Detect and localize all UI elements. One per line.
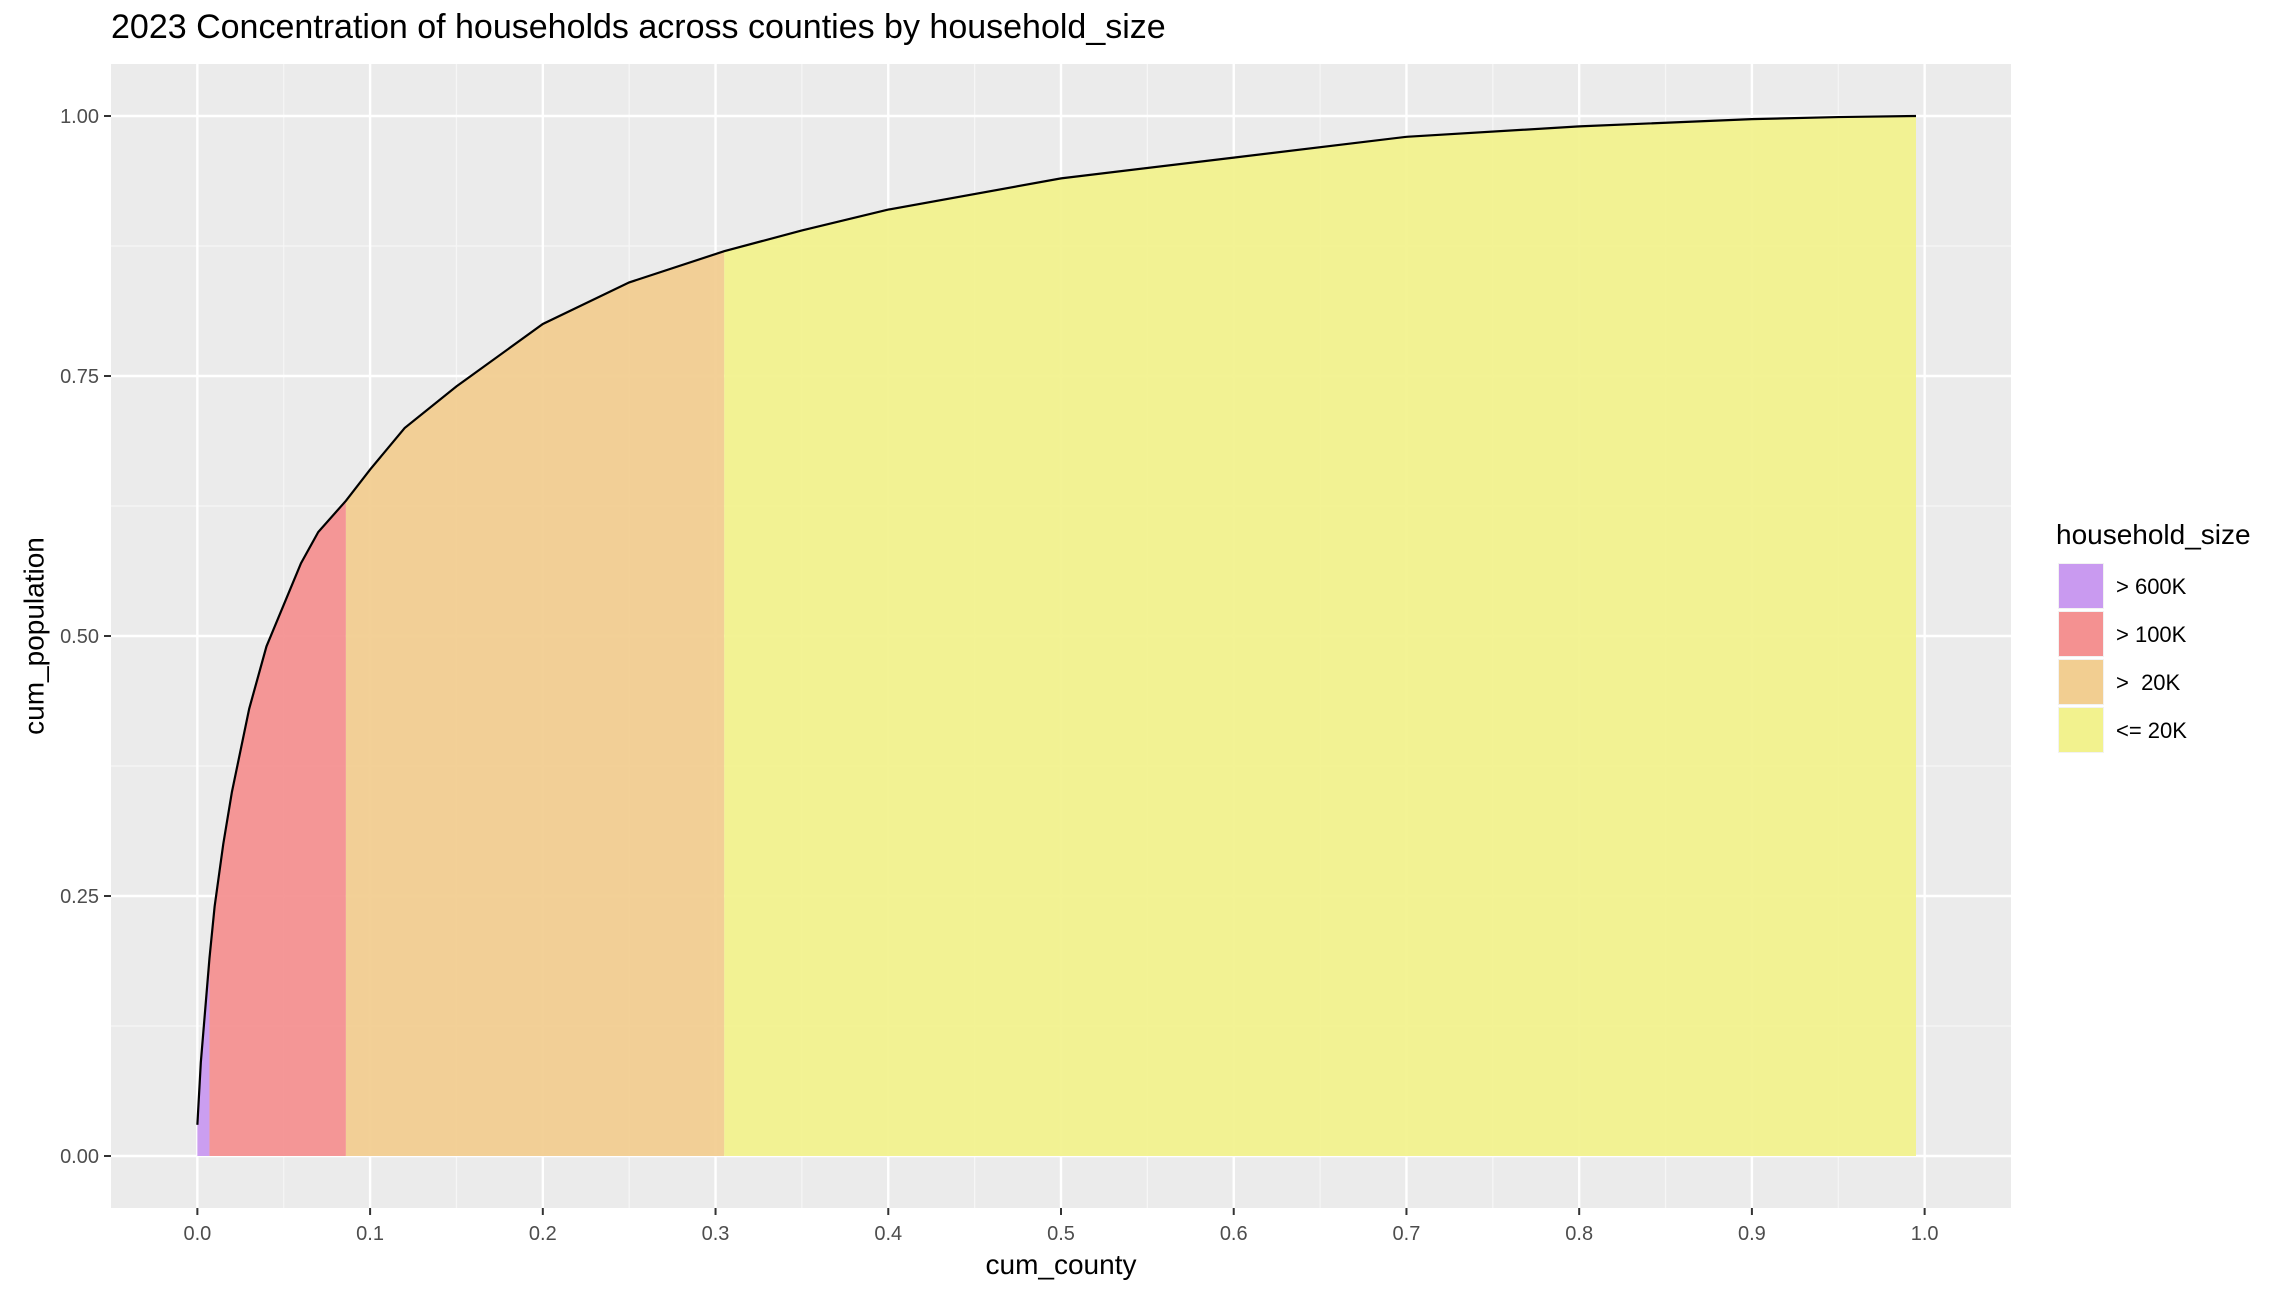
y-tick-label: 1.00	[60, 106, 99, 128]
legend-items: > 600K > 100K > 20K <= 20K	[2058, 563, 2187, 753]
legend-label: <= 20K	[2116, 718, 2187, 743]
legend-label: > 100K	[2116, 622, 2187, 647]
cumulative-curve	[196, 114, 1917, 1125]
y-tick-label: 0.75	[60, 366, 99, 388]
x-tick-label: 0.5	[1047, 1223, 1075, 1245]
legend-key-swatch	[2059, 612, 2103, 656]
x-tick-label: 0.0	[183, 1223, 211, 1245]
legend: household_size > 600K > 100K > 20K <= 20K	[2056, 519, 2251, 753]
x-tick-label: 1.0	[1911, 1223, 1939, 1245]
legend-key-swatch	[2059, 660, 2103, 704]
legend-label: > 600K	[2116, 574, 2187, 599]
axis-ticks	[104, 115, 1926, 1215]
legend-key-swatch	[2059, 708, 2103, 752]
y-tick-label: 0.50	[60, 626, 99, 648]
x-tick-label: 0.2	[529, 1223, 557, 1245]
x-tick-label: 0.1	[356, 1223, 384, 1245]
y-axis-title: cum_population	[18, 537, 49, 735]
y-tick-label: 0.00	[60, 1146, 99, 1168]
x-tick-label: 0.3	[702, 1223, 730, 1245]
axis-tick-labels: 0.0 0.1 0.2 0.3 0.4 0.5 0.6 0.7 0.8 0.9 1.0 0.00 0.2…	[60, 106, 1938, 1245]
chart-title: 2023 Concentration of households across …	[111, 8, 1166, 46]
area-segment-2	[209, 500, 346, 1156]
x-tick-label: 0.8	[1565, 1223, 1593, 1245]
x-tick-label: 0.4	[874, 1223, 902, 1245]
x-tick-label: 0.7	[1393, 1223, 1421, 1245]
cumulative-curve-layer	[196, 114, 1917, 1125]
legend-key-swatch	[2059, 564, 2103, 608]
x-axis-title: cum_county	[986, 1249, 1137, 1280]
x-tick-label: 0.9	[1738, 1223, 1766, 1245]
x-tick-label: 0.6	[1220, 1223, 1248, 1245]
y-tick-label: 0.25	[60, 886, 99, 908]
area-segment-3	[345, 251, 725, 1156]
legend-label: > 20K	[2116, 670, 2181, 695]
legend-title: household_size	[2056, 519, 2251, 550]
area-segment-4	[724, 116, 1916, 1156]
area-segments	[197, 116, 1916, 1156]
